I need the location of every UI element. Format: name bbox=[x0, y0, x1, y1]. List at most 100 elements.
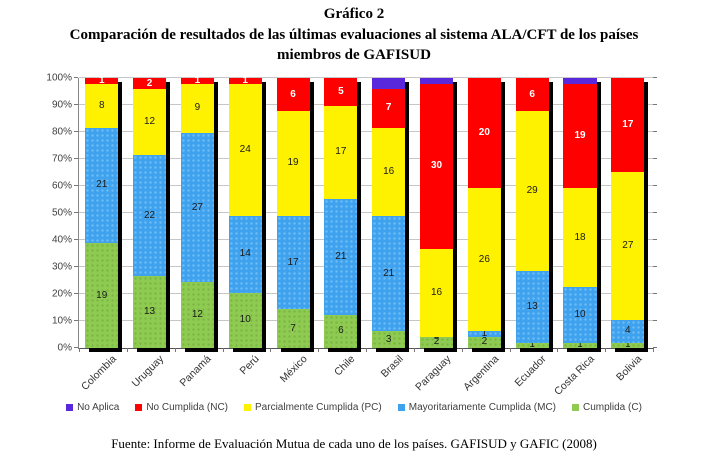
stacked-bar: 1 10 18 19 bbox=[563, 78, 597, 350]
bar-value-label: 27 bbox=[622, 240, 634, 252]
legend-swatch bbox=[572, 404, 579, 411]
bar-value-label: 14 bbox=[239, 248, 251, 260]
legend-swatch bbox=[397, 404, 405, 411]
x-axis-tick bbox=[557, 348, 559, 352]
stacked-bar: 10 14 24 1 bbox=[228, 75, 262, 348]
x-axis-category-label: Panamá bbox=[177, 353, 215, 390]
bar-segment: 29 bbox=[515, 111, 549, 271]
x-axis-tick bbox=[174, 348, 176, 352]
bar-value-label: 6 bbox=[529, 88, 535, 100]
y-axis-tick bbox=[74, 266, 78, 267]
legend-swatch bbox=[66, 404, 74, 411]
bar-value-label: 29 bbox=[526, 184, 538, 196]
x-axis-tick bbox=[461, 348, 463, 352]
chart-title-line2: Comparación de resultados de las últimas… bbox=[69, 26, 639, 43]
x-axis-category-label: Paraguay bbox=[412, 353, 454, 394]
x-axis-tick bbox=[318, 348, 320, 352]
x-axis-category-label: Bolivia bbox=[614, 353, 645, 384]
chart-title-line1: Gráfico 2 bbox=[323, 6, 385, 22]
y-axis-tick-label: 80% bbox=[51, 126, 72, 138]
y-axis-tick bbox=[74, 77, 78, 78]
chart-title-block: Gráfico 2 Comparación de resultados de l… bbox=[0, 4, 708, 66]
legend: No Aplica No Cumplida (NC) Parcialmente Cu… bbox=[0, 402, 708, 413]
x-axis-category-label: Perú bbox=[237, 353, 262, 378]
bar-value-label: 19 bbox=[287, 157, 299, 169]
x-axis-tick bbox=[653, 348, 654, 352]
bar-segment: 1 bbox=[228, 75, 262, 85]
bar-segment: 19 bbox=[85, 243, 119, 348]
category-slot-chile: 6 21 17 5 bbox=[318, 78, 366, 348]
bar-segment: 14 bbox=[228, 215, 262, 293]
y-axis-tick-right bbox=[653, 104, 657, 105]
y-axis-tick bbox=[74, 212, 78, 213]
y-axis-tick-right bbox=[653, 131, 657, 132]
y-axis-tick-right bbox=[653, 158, 657, 159]
category-slot-colombia: 19 21 8 1 bbox=[79, 75, 127, 348]
bar-segment: 4 bbox=[611, 320, 645, 343]
bar-segment: 1 bbox=[85, 75, 119, 85]
x-axis-category-label: Costa Rica bbox=[551, 353, 597, 398]
bar-segment: 3 bbox=[372, 331, 406, 348]
bar-value-label: 21 bbox=[96, 179, 108, 191]
y-axis-tick bbox=[74, 293, 78, 294]
bar-slots: 19 21 8 1 13 22 12 2 12 27 9 1 10 14 24 1 7 17 19 6 6 21 17 5 3 2… bbox=[79, 75, 653, 350]
stacked-bar: 2 1 26 20 bbox=[467, 78, 501, 348]
x-axis-tick bbox=[413, 348, 415, 352]
bar-segment: 7 bbox=[276, 309, 310, 348]
bar-value-label: 7 bbox=[385, 102, 392, 114]
x-axis-category-label: Argentina bbox=[460, 353, 502, 394]
y-axis-tick bbox=[74, 239, 78, 240]
legend-swatch bbox=[135, 404, 143, 411]
bar-value-label: 10 bbox=[239, 314, 251, 326]
bar-value-label: 22 bbox=[143, 209, 156, 221]
legend-label: Cumplida (C) bbox=[583, 402, 642, 413]
x-axis-tick bbox=[605, 348, 607, 352]
legend-label: No Aplica bbox=[77, 402, 120, 413]
x-axis-tick bbox=[222, 348, 224, 352]
bar-value-label: 21 bbox=[383, 267, 395, 279]
stacked-bar: 7 17 19 6 bbox=[276, 78, 310, 348]
x-axis-category-label: México bbox=[277, 353, 310, 386]
bar-segment: 1 bbox=[515, 340, 549, 350]
legend-item: Mayoritariamente Cumplida (MC) bbox=[397, 402, 556, 413]
y-axis-tick-label: 0% bbox=[57, 342, 72, 354]
y-axis-tick-right bbox=[653, 347, 657, 348]
bar-value-label: 17 bbox=[287, 256, 299, 268]
bar-value-label: 16 bbox=[430, 286, 443, 298]
bar-value-label: 26 bbox=[478, 253, 490, 265]
y-axis-tick-label: 100% bbox=[46, 72, 72, 84]
bar-value-label: 6 bbox=[290, 88, 296, 100]
bar-value-label: 13 bbox=[143, 306, 156, 318]
y-axis-labels: 0% 10% 20% 30% 40% 50% 60% 70% 80% 90% 100% bbox=[0, 73, 72, 354]
bar-value-label: 2 bbox=[146, 77, 153, 89]
stacked-bar: 6 21 17 5 bbox=[324, 78, 358, 348]
bar-value-label: 27 bbox=[191, 201, 203, 213]
bar-segment: 13 bbox=[515, 270, 549, 343]
gridline bbox=[79, 239, 653, 240]
bar-segment: 30 bbox=[420, 83, 454, 249]
bar-segment: 27 bbox=[180, 133, 214, 282]
bar-segment: 27 bbox=[611, 171, 645, 321]
bar-value-label: 30 bbox=[430, 160, 443, 172]
bar-segment: 2 bbox=[420, 336, 454, 348]
bar-value-label: 21 bbox=[335, 251, 347, 263]
bar-value-label: 19 bbox=[574, 129, 586, 141]
bar-segment: 21 bbox=[372, 215, 406, 332]
legend-item: No Aplica bbox=[66, 402, 119, 413]
bar-value-label: 5 bbox=[338, 85, 344, 97]
bar-segment: 5 bbox=[324, 78, 358, 106]
bar-value-label: 4 bbox=[625, 325, 631, 337]
stacked-bar: 201630 bbox=[420, 78, 454, 348]
stacked-bar: 12 27 9 1 bbox=[180, 75, 214, 348]
bar-segment: 7 bbox=[372, 89, 406, 128]
bar-segment: 12 bbox=[180, 281, 214, 348]
y-axis-tick bbox=[74, 347, 78, 348]
category-slot-argentina: 2 1 26 20 bbox=[462, 78, 510, 348]
legend-label: No Cumplida (NC) bbox=[146, 402, 229, 413]
bar-segment: 6 bbox=[324, 314, 358, 348]
y-axis-tick-right bbox=[653, 293, 657, 294]
category-slot-panamá: 12 27 9 1 bbox=[175, 75, 223, 348]
stacked-bar: 1 4 27 17 bbox=[611, 78, 645, 350]
y-axis-tick-right bbox=[653, 77, 657, 78]
